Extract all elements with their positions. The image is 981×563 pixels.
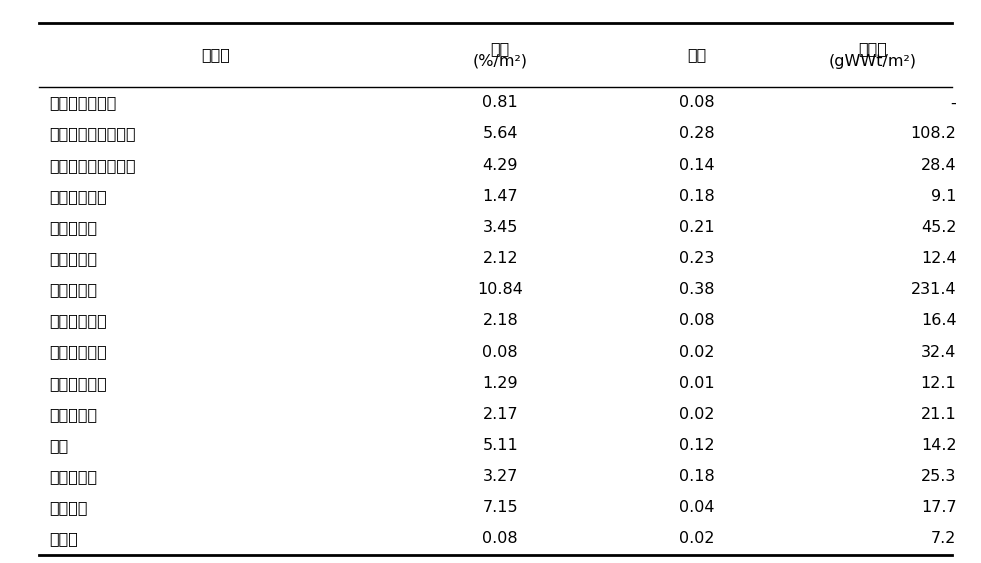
Text: 14.2: 14.2 [921,438,956,453]
Text: 7.15: 7.15 [483,501,518,515]
Text: 0.08: 0.08 [679,314,714,328]
Text: 2.17: 2.17 [483,407,518,422]
Text: 생물량: 생물량 [858,41,888,56]
Text: 32.4: 32.4 [921,345,956,360]
Text: 0.28: 0.28 [679,127,714,141]
Text: 0.81: 0.81 [483,95,518,110]
Text: (gWWt/m²): (gWWt/m²) [829,53,917,69]
Text: 0.18: 0.18 [679,469,714,484]
Text: 1.29: 1.29 [483,376,518,391]
Text: 0.02: 0.02 [679,407,714,422]
Text: 12.4: 12.4 [921,251,956,266]
Text: 부채뿔산호: 부채뿔산호 [49,220,97,235]
Text: 0.08: 0.08 [483,345,518,360]
Text: 3.27: 3.27 [483,469,518,484]
Text: 9.1: 9.1 [931,189,956,204]
Text: 5.64: 5.64 [483,127,518,141]
Text: 108.2: 108.2 [910,127,956,141]
Text: 0.02: 0.02 [679,345,714,360]
Text: 큰민가시산호: 큰민가시산호 [49,314,107,328]
Text: 0.18: 0.18 [679,189,714,204]
Text: 검붉은수지맨드라미: 검붉은수지맨드라미 [49,127,135,141]
Text: 28.4: 28.4 [921,158,956,173]
Text: 긴가지해송: 긴가지해송 [49,469,97,484]
Text: 해변말미잘류: 해변말미잘류 [49,376,107,391]
Text: 미카도곤봉산호: 미카도곤봉산호 [49,95,117,110]
Text: 10.84: 10.84 [478,282,523,297]
Text: 담홍말미잘: 담홍말미잘 [49,407,97,422]
Text: 피도: 피도 [490,41,510,56]
Text: 빨강해면맨드라미류: 빨강해면맨드라미류 [49,158,135,173]
Text: 1.47: 1.47 [483,189,518,204]
Text: 0.04: 0.04 [679,501,714,515]
Text: 0.38: 0.38 [679,282,714,297]
Text: 17.7: 17.7 [921,501,956,515]
Text: 0.08: 0.08 [483,531,518,547]
Text: 12.1: 12.1 [921,376,956,391]
Text: 25.3: 25.3 [921,469,956,484]
Text: 2.12: 2.12 [483,251,518,266]
Text: 3.45: 3.45 [483,220,518,235]
Text: 45.2: 45.2 [921,220,956,235]
Text: 16.4: 16.4 [921,314,956,328]
Text: (%/m²): (%/m²) [473,53,528,69]
Text: 5.11: 5.11 [483,438,518,453]
Text: 0.01: 0.01 [679,376,714,391]
Text: 0.02: 0.02 [679,531,714,547]
Text: 21.1: 21.1 [921,407,956,422]
Text: 이엽해송: 이엽해송 [49,501,87,515]
Text: 4.29: 4.29 [483,158,518,173]
Text: 2.18: 2.18 [483,314,518,328]
Text: 빈도: 빈도 [687,47,706,62]
Text: 0.21: 0.21 [679,220,714,235]
Text: 숲가시산호: 숲가시산호 [49,282,97,297]
Text: 해송: 해송 [49,438,69,453]
Text: 출현종: 출현종 [201,47,231,62]
Text: -: - [951,95,956,110]
Text: 빨강바다딸기: 빨강바다딸기 [49,189,107,204]
Text: 0.14: 0.14 [679,158,714,173]
Text: 실해송: 실해송 [49,531,77,547]
Text: 0.08: 0.08 [679,95,714,110]
Text: 0.12: 0.12 [679,438,714,453]
Text: 231.4: 231.4 [910,282,956,297]
Text: 유착진충산호: 유착진충산호 [49,345,107,360]
Text: 7.2: 7.2 [931,531,956,547]
Text: 바늘산호류: 바늘산호류 [49,251,97,266]
Text: 0.23: 0.23 [679,251,714,266]
